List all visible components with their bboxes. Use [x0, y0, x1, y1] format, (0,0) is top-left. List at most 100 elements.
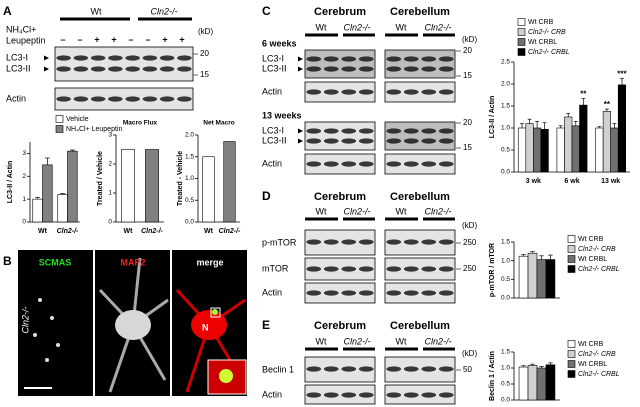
legend-label: Cln2-/- CRBL — [578, 371, 620, 378]
kd-unit: (kD) — [462, 349, 477, 358]
blot-band — [438, 89, 454, 95]
blot-band — [403, 161, 419, 167]
group-label: Cln2-/- — [343, 22, 370, 32]
bar — [67, 150, 78, 223]
x-tick-label: Wt — [38, 228, 48, 235]
legend-label: Cln2-/- CRBL — [578, 266, 620, 273]
blot-band — [403, 290, 419, 296]
legend-label: Wt CRBL — [528, 39, 557, 46]
kd-label: 250 — [463, 238, 477, 247]
legend-label: Wt CRB — [578, 236, 604, 243]
blot-band — [323, 266, 339, 272]
blot-band — [56, 66, 71, 72]
y-tick-label: 1.5 — [501, 103, 510, 110]
group-label: Wt — [316, 22, 327, 32]
kd-label: 15 — [463, 71, 472, 80]
blot — [384, 282, 456, 304]
stain-label: MAP2 — [120, 257, 145, 267]
y-tick-label: 2.0 — [501, 81, 510, 88]
y-axis-label: LC3-II / Actin — [7, 161, 14, 204]
blot-band — [306, 138, 322, 144]
blot-band — [108, 96, 123, 102]
bar — [32, 198, 43, 223]
arrowhead — [298, 66, 303, 72]
band-label: Actin — [262, 86, 282, 96]
blot — [304, 153, 376, 175]
blot-band — [438, 366, 454, 372]
band-label: Actin — [262, 287, 282, 297]
kd-unit: (kD) — [198, 27, 213, 36]
neuron-soma — [191, 310, 227, 340]
y-tick-label: 3 — [108, 132, 112, 139]
blot — [304, 384, 376, 405]
band-label: LC3-II — [6, 63, 31, 73]
blot-band — [125, 96, 140, 102]
arrowhead — [44, 55, 49, 61]
blot-band — [125, 66, 140, 72]
band-label: Actin — [262, 158, 282, 168]
legend-swatch — [517, 28, 526, 36]
neuron — [98, 257, 169, 393]
bar — [202, 156, 215, 223]
blot — [384, 121, 456, 151]
blot-band — [386, 56, 402, 62]
bar — [602, 110, 611, 173]
chart-title: Net Macro — [203, 120, 234, 127]
legend-label: NH₄Cl+ Leupeptin — [66, 126, 122, 133]
blot — [304, 81, 376, 103]
x-tick-label: 6 wk — [564, 178, 579, 185]
nucleus-label: N — [202, 322, 209, 332]
blot-band — [306, 89, 322, 95]
blot-band — [306, 266, 322, 272]
group-label: Cln2-/- — [343, 206, 370, 216]
lane-sign: + — [162, 34, 167, 44]
legend-swatch — [55, 115, 64, 123]
band-label: Actin — [6, 93, 26, 103]
blot-band — [421, 392, 437, 398]
legend-swatch — [567, 370, 576, 378]
blot-band — [358, 266, 374, 272]
band-label: p-mTOR — [262, 237, 297, 247]
bar — [545, 259, 556, 299]
legend-swatch — [567, 360, 576, 368]
blot-band — [341, 392, 357, 398]
blot-band — [341, 161, 357, 167]
y-tick-label: 0.0 — [185, 219, 194, 226]
y-tick-label: 0.0 — [501, 169, 510, 176]
blot-band — [358, 239, 374, 245]
blot-band — [403, 138, 419, 144]
blot-band — [403, 66, 419, 72]
blot-band — [341, 266, 357, 272]
bar — [223, 141, 236, 223]
blot — [304, 282, 376, 304]
blot-band — [386, 366, 402, 372]
blot-band — [56, 55, 71, 61]
blot-band — [403, 128, 419, 134]
legend-swatch — [567, 340, 576, 348]
group-label: Cln2-/- — [150, 6, 177, 16]
legend-label: Wt CRBL — [578, 361, 607, 368]
blot-band — [159, 66, 175, 72]
arrowhead — [298, 56, 303, 62]
blot-band — [323, 89, 339, 95]
significance: *** — [617, 69, 627, 78]
kd-unit: (kD) — [462, 221, 477, 230]
blot — [384, 384, 456, 405]
blot-band — [421, 290, 437, 296]
blot-band — [341, 89, 357, 95]
legend-swatch — [517, 48, 526, 56]
y-tick-label: 2.5 — [501, 59, 510, 66]
y-tick-label: 2 — [108, 161, 112, 168]
y-tick-label: 2 — [22, 173, 26, 180]
x-tick-label: Wt — [124, 228, 134, 235]
bar — [518, 366, 529, 401]
legend-swatch — [55, 125, 64, 133]
lane-sign: + — [94, 34, 99, 44]
blot — [304, 257, 376, 281]
blot-band — [386, 392, 402, 398]
blot-band — [358, 290, 374, 296]
blot-band — [386, 128, 402, 134]
blot — [384, 49, 456, 79]
blot-band — [421, 56, 437, 62]
blot-band — [142, 66, 158, 72]
